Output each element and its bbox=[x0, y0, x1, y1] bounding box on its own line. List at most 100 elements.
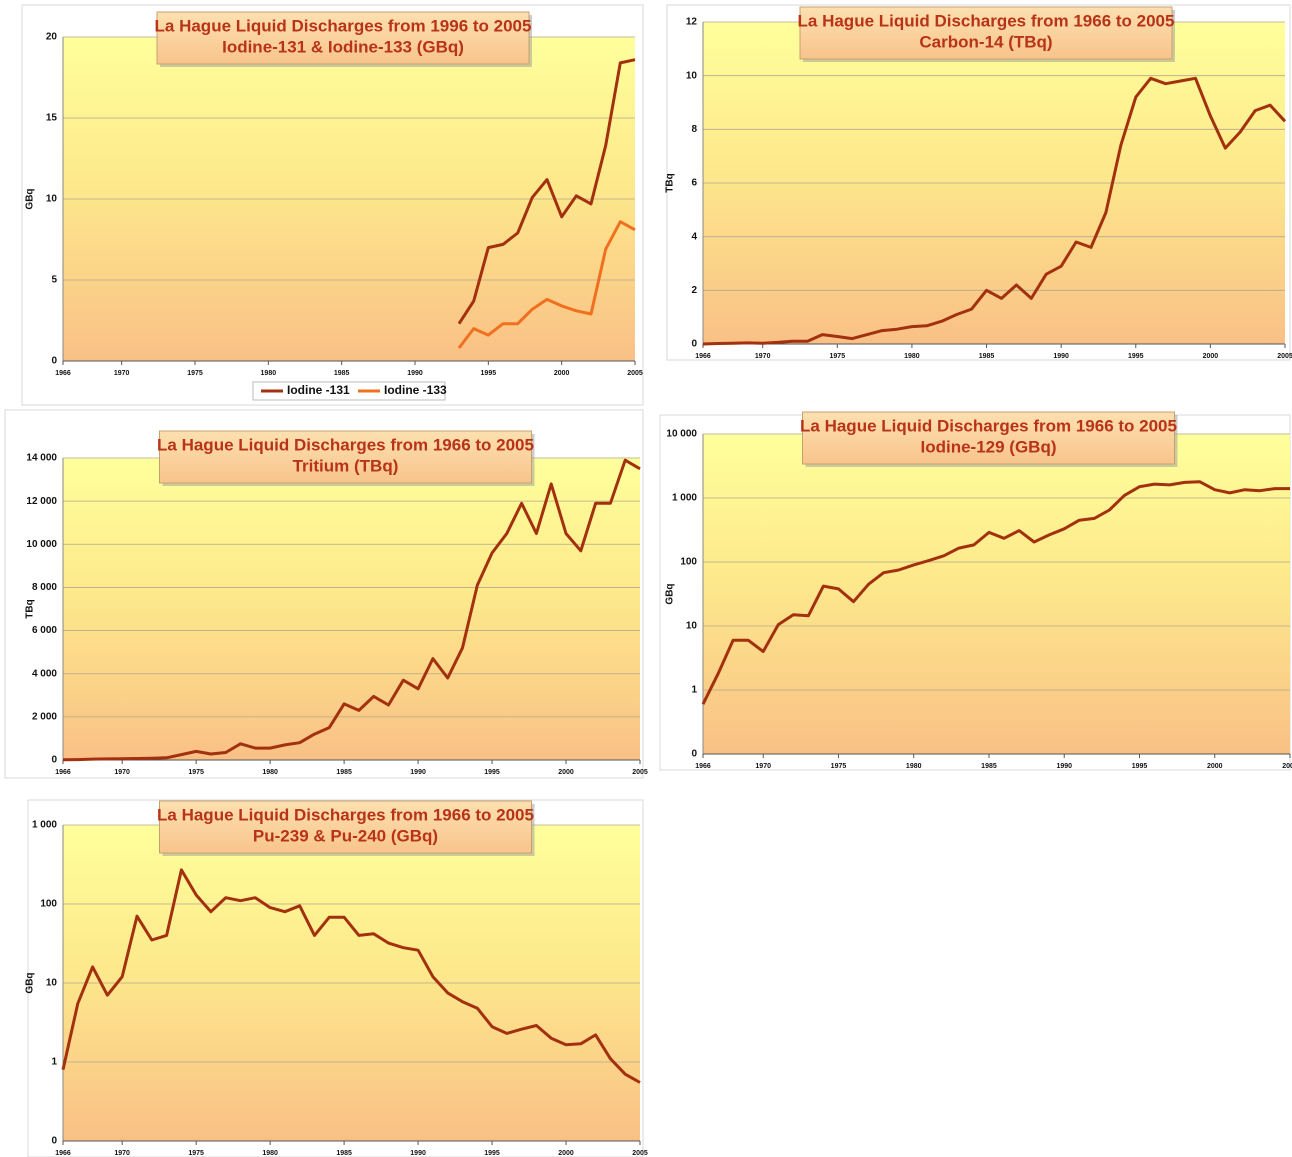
plot-area bbox=[703, 434, 1290, 754]
x-tick-label: 2005 bbox=[1277, 353, 1292, 360]
chart-title: La Hague Liquid Discharges from 1966 to … bbox=[157, 435, 534, 454]
data-line bbox=[61, 868, 641, 1084]
x-tick-label: 2000 bbox=[558, 769, 574, 776]
data-line bbox=[62, 458, 641, 762]
y-tick-label: 8 000 bbox=[32, 582, 57, 593]
chart-panel: 0 5 10 15 20 1966 1970 1975 1980 1985 1990 1995 2000… bbox=[21, 4, 644, 406]
y-axis-label: TBq bbox=[25, 599, 36, 618]
title-box bbox=[159, 800, 532, 854]
x-tick-label: 1995 bbox=[484, 769, 500, 776]
x-tick-label: 1975 bbox=[188, 769, 204, 776]
x-tick-label: 1970 bbox=[114, 769, 130, 776]
x-tick-label: 1995 bbox=[1132, 763, 1148, 770]
x-tick-label: 1985 bbox=[981, 763, 997, 770]
x-tick-label: 1985 bbox=[979, 353, 995, 360]
x-tick-label: 2005 bbox=[627, 370, 643, 377]
x-tick-label: 1975 bbox=[188, 1150, 204, 1157]
data-line bbox=[701, 480, 1290, 705]
y-tick-label: 10 bbox=[686, 70, 698, 81]
x-tick-label: 2005 bbox=[632, 1150, 648, 1157]
x-tick-label: 1966 bbox=[55, 1150, 71, 1157]
x-tick-label: 1995 bbox=[481, 370, 497, 377]
x-tick-label: 1970 bbox=[755, 763, 771, 770]
x-tick-label: 2000 bbox=[1207, 763, 1223, 770]
x-tick-label: 1975 bbox=[831, 763, 847, 770]
chart-title: La Hague Liquid Discharges from 1966 to … bbox=[800, 416, 1177, 435]
title-box bbox=[159, 430, 532, 484]
chart-panel: 0 1 10 100 1 000 10 000 1966 1970 1975 1980 1985 19… bbox=[659, 411, 1292, 771]
x-tick-label: 2000 bbox=[558, 1150, 574, 1157]
y-tick-label: 10 bbox=[46, 978, 58, 989]
chart-panel: 0 1 10 100 1 000 1966 1970 1975 1980 1985 1990 1995… bbox=[25, 799, 648, 1157]
x-tick-label: 1970 bbox=[114, 370, 130, 377]
y-tick-label: 15 bbox=[46, 113, 58, 124]
y-tick-label: 1 000 bbox=[32, 820, 57, 831]
chart-title: La Hague Liquid Discharges from 1996 to … bbox=[155, 16, 532, 35]
legend-box bbox=[252, 381, 446, 401]
x-tick-label: 1990 bbox=[410, 769, 426, 776]
y-tick-label: 0 bbox=[51, 1136, 57, 1147]
x-tick-label: 1980 bbox=[262, 1150, 278, 1157]
y-tick-label: 0 bbox=[691, 339, 697, 350]
data-line bbox=[457, 220, 636, 349]
x-tick-label: 2005 bbox=[1282, 763, 1292, 770]
x-tick-label: 1966 bbox=[55, 370, 71, 377]
x-tick-label: 1990 bbox=[407, 370, 423, 377]
y-tick-label: 10 000 bbox=[26, 539, 57, 550]
y-axis-label: GBq bbox=[25, 188, 36, 209]
y-tick-label: 1 bbox=[51, 1057, 57, 1068]
y-axis-label: GBq bbox=[25, 972, 36, 993]
y-tick-label: 8 bbox=[691, 124, 697, 135]
y-tick-label: 20 bbox=[46, 32, 58, 43]
chart-subtitle: Iodine-129 (GBq) bbox=[920, 437, 1056, 456]
title-box bbox=[156, 11, 530, 65]
y-tick-label: 100 bbox=[680, 557, 697, 568]
x-tick-label: 1970 bbox=[755, 353, 771, 360]
y-tick-label: 10 bbox=[46, 194, 58, 205]
x-tick-label: 2000 bbox=[554, 370, 570, 377]
x-tick-label: 1975 bbox=[187, 370, 203, 377]
data-line bbox=[702, 76, 1287, 346]
x-tick-label: 1966 bbox=[55, 769, 71, 776]
chart-title: La Hague Liquid Discharges from 1966 to … bbox=[798, 11, 1175, 30]
y-tick-label: 10 bbox=[686, 621, 698, 632]
x-tick-label: 1966 bbox=[695, 353, 711, 360]
y-tick-label: 1 bbox=[691, 685, 697, 696]
y-tick-label: 100 bbox=[40, 899, 57, 910]
y-tick-label: 12 bbox=[686, 17, 698, 28]
y-tick-label: 6 000 bbox=[32, 625, 57, 636]
y-tick-label: 14 000 bbox=[26, 453, 57, 464]
y-tick-label: 2 000 bbox=[32, 711, 57, 722]
title-box bbox=[799, 6, 1173, 60]
legend-label: Iodine -131 bbox=[287, 383, 350, 397]
x-tick-label: 1985 bbox=[336, 769, 352, 776]
chart-subtitle: Tritium (TBq) bbox=[293, 456, 399, 475]
y-axis-label: GBq bbox=[665, 583, 676, 604]
y-tick-label: 4 000 bbox=[32, 668, 57, 679]
x-tick-label: 1966 bbox=[695, 763, 711, 770]
plot-area bbox=[63, 458, 640, 760]
y-tick-label: 0 bbox=[691, 749, 697, 760]
x-tick-label: 2000 bbox=[1203, 353, 1219, 360]
x-tick-label: 2005 bbox=[632, 769, 648, 776]
chart-subtitle: Iodine-131 & Iodine-133 (GBq) bbox=[222, 37, 464, 56]
data-line bbox=[457, 58, 636, 325]
y-tick-label: 10 000 bbox=[666, 429, 697, 440]
x-tick-label: 1990 bbox=[1056, 763, 1072, 770]
x-tick-label: 1990 bbox=[1053, 353, 1069, 360]
chart-subtitle: Carbon-14 (TBq) bbox=[919, 32, 1052, 51]
y-tick-label: 6 bbox=[691, 178, 697, 189]
title-box bbox=[802, 411, 1175, 465]
y-tick-label: 5 bbox=[51, 275, 57, 286]
x-tick-label: 1985 bbox=[336, 1150, 352, 1157]
chart-subtitle: Pu-239 & Pu-240 (GBq) bbox=[253, 826, 438, 845]
chart-panel: 0 2 000 4 000 6 000 8 000 10 000 12 000 14 000 1… bbox=[4, 409, 648, 779]
y-axis-label: TBq bbox=[665, 173, 676, 192]
legend-label: Iodine -133 bbox=[384, 383, 447, 397]
y-tick-label: 4 bbox=[691, 231, 697, 242]
x-tick-label: 1975 bbox=[830, 353, 846, 360]
x-tick-label: 1980 bbox=[261, 370, 277, 377]
y-tick-label: 2 bbox=[691, 285, 697, 296]
x-tick-label: 1980 bbox=[262, 769, 278, 776]
